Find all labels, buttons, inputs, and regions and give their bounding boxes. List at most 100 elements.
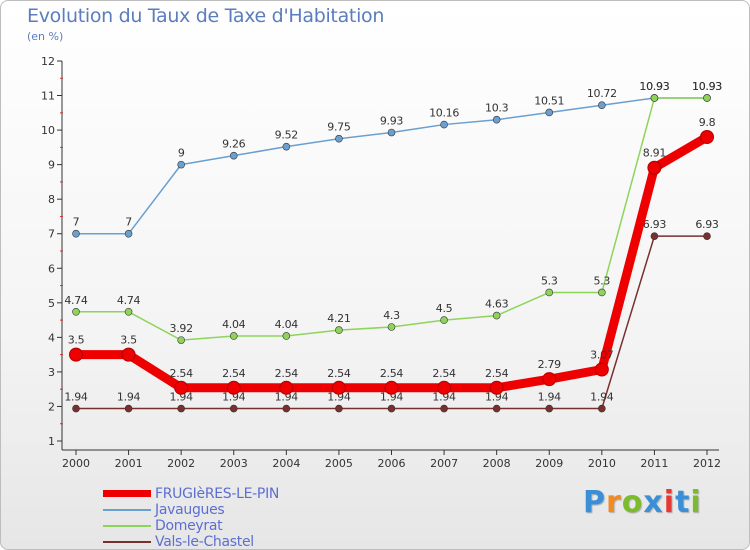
data-point-frugi-res-le-pin <box>331 380 346 395</box>
data-label-domeyrat: 4.3 <box>383 309 400 322</box>
y-tick-label: 3 <box>48 366 55 379</box>
data-point-domeyrat <box>387 323 396 331</box>
legend-label-javaugues: Javaugues <box>155 502 225 518</box>
data-point-vals-le-chastel <box>335 404 343 413</box>
data-label-vals-le-chastel: 1.94 <box>64 391 88 404</box>
data-label-javaugues: 7 <box>125 216 132 229</box>
logo-letter: x <box>643 485 664 520</box>
logo-letter: r <box>606 485 622 520</box>
y-tick-label: 10 <box>41 124 55 137</box>
x-tick-label: 2006 <box>378 457 406 470</box>
data-point-frugi-res-le-pin <box>384 380 399 395</box>
data-label-frugi-res-le-pin: 3.5 <box>68 334 85 347</box>
data-point-frugi-res-le-pin <box>700 130 714 144</box>
data-point-javaugues <box>335 134 343 143</box>
legend-swatch-domeyrat <box>103 525 151 527</box>
x-tick-label: 2008 <box>483 457 511 470</box>
data-point-frugi-res-le-pin <box>226 380 241 395</box>
data-label-domeyrat: 5.3 <box>541 274 558 287</box>
data-label-domeyrat: 4.74 <box>64 294 88 307</box>
data-label-domeyrat: 4.04 <box>275 318 299 331</box>
data-label-vals-le-chastel: 1.94 <box>538 391 562 404</box>
data-label-javaugues: 10.72 <box>587 87 617 100</box>
y-tick-label: 7 <box>48 228 55 241</box>
data-label-vals-le-chastel: 6.93 <box>643 218 667 231</box>
data-point-domeyrat <box>545 288 554 297</box>
x-tick-label: 2007 <box>430 457 458 470</box>
data-label-domeyrat: 4.21 <box>327 312 350 325</box>
data-label-javaugues: 10.3 <box>485 102 509 115</box>
x-tick-label: 2005 <box>325 457 353 470</box>
data-point-domeyrat <box>335 326 343 334</box>
legend-label-domeyrat: Domeyrat <box>155 518 223 534</box>
data-label-javaugues: 10.93 <box>692 80 722 93</box>
logo-letter: P <box>583 485 606 520</box>
data-label-vals-le-chastel: 1.94 <box>327 391 351 404</box>
x-tick-label: 2011 <box>640 457 668 470</box>
data-label-frugi-res-le-pin: 2.54 <box>380 367 404 380</box>
logo-letter: t <box>675 485 691 520</box>
data-point-vals-le-chastel <box>492 404 501 413</box>
data-point-javaugues <box>440 120 448 129</box>
chart-title: Evolution du Taux de Taxe d'Habitation <box>27 5 385 27</box>
data-label-vals-le-chastel: 1.94 <box>380 391 404 404</box>
data-label-domeyrat: 4.04 <box>222 318 246 331</box>
data-point-domeyrat <box>598 288 606 297</box>
legend-swatch-javaugues <box>103 509 151 511</box>
data-point-vals-le-chastel <box>282 404 291 413</box>
data-point-javaugues <box>177 160 185 169</box>
data-point-frugi-res-le-pin <box>542 372 557 387</box>
data-point-frugi-res-le-pin <box>121 347 136 362</box>
data-point-vals-le-chastel <box>177 404 185 413</box>
data-label-javaugues: 9.26 <box>222 138 246 151</box>
data-point-domeyrat <box>229 332 238 340</box>
data-point-frugi-res-le-pin <box>279 380 294 395</box>
logo-letter: i <box>663 485 676 520</box>
data-label-javaugues: 9.75 <box>327 121 351 134</box>
data-point-domeyrat <box>177 336 185 344</box>
x-tick-label: 2002 <box>167 457 195 470</box>
x-tick-label: 2010 <box>588 457 616 470</box>
y-tick-label: 2 <box>48 400 55 413</box>
data-label-domeyrat: 4.5 <box>436 302 453 315</box>
x-tick-label: 2012 <box>693 457 721 470</box>
data-label-vals-le-chastel: 1.94 <box>275 391 299 404</box>
data-label-vals-le-chastel: 1.94 <box>432 391 456 404</box>
data-point-frugi-res-le-pin <box>489 380 504 395</box>
logo-letter: o <box>621 485 644 520</box>
data-point-javaugues <box>387 128 396 137</box>
data-label-vals-le-chastel: 1.94 <box>222 391 246 404</box>
data-label-javaugues: 7 <box>73 216 80 229</box>
data-label-frugi-res-le-pin: 8.91 <box>643 147 666 160</box>
data-point-javaugues <box>282 142 291 151</box>
data-point-vals-le-chastel <box>703 232 711 240</box>
data-label-domeyrat: 3.92 <box>170 322 193 335</box>
data-label-domeyrat: 10.93 <box>639 80 669 93</box>
data-point-domeyrat <box>703 94 711 102</box>
data-point-vals-le-chastel <box>229 404 238 413</box>
data-label-frugi-res-le-pin: 9.8 <box>699 116 716 129</box>
data-point-vals-le-chastel <box>72 404 80 413</box>
data-point-frugi-res-le-pin <box>647 160 662 175</box>
legend-label-frugieres: FRUGIèRES-LE-PIN <box>155 486 280 502</box>
data-label-javaugues: 9.52 <box>275 129 298 142</box>
y-tick-label: 12 <box>41 55 55 68</box>
data-point-domeyrat <box>282 332 291 340</box>
data-label-frugi-res-le-pin: 2.54 <box>170 367 194 380</box>
data-label-javaugues: 10.93 <box>639 80 669 93</box>
data-point-javaugues <box>492 115 501 124</box>
data-point-frugi-res-le-pin <box>174 380 189 395</box>
data-label-frugi-res-le-pin: 2.54 <box>327 367 351 380</box>
data-label-javaugues: 10.51 <box>534 94 564 107</box>
data-point-javaugues <box>124 229 133 238</box>
data-point-frugi-res-le-pin <box>437 380 452 395</box>
data-label-vals-le-chastel: 1.94 <box>170 391 194 404</box>
data-point-vals-le-chastel <box>650 232 659 240</box>
data-label-domeyrat: 5.3 <box>594 274 611 287</box>
data-label-vals-le-chastel: 1.94 <box>485 391 509 404</box>
y-tick-label: 5 <box>48 297 55 310</box>
data-label-domeyrat: 4.74 <box>117 294 141 307</box>
data-label-frugi-res-le-pin: 2.54 <box>222 367 246 380</box>
